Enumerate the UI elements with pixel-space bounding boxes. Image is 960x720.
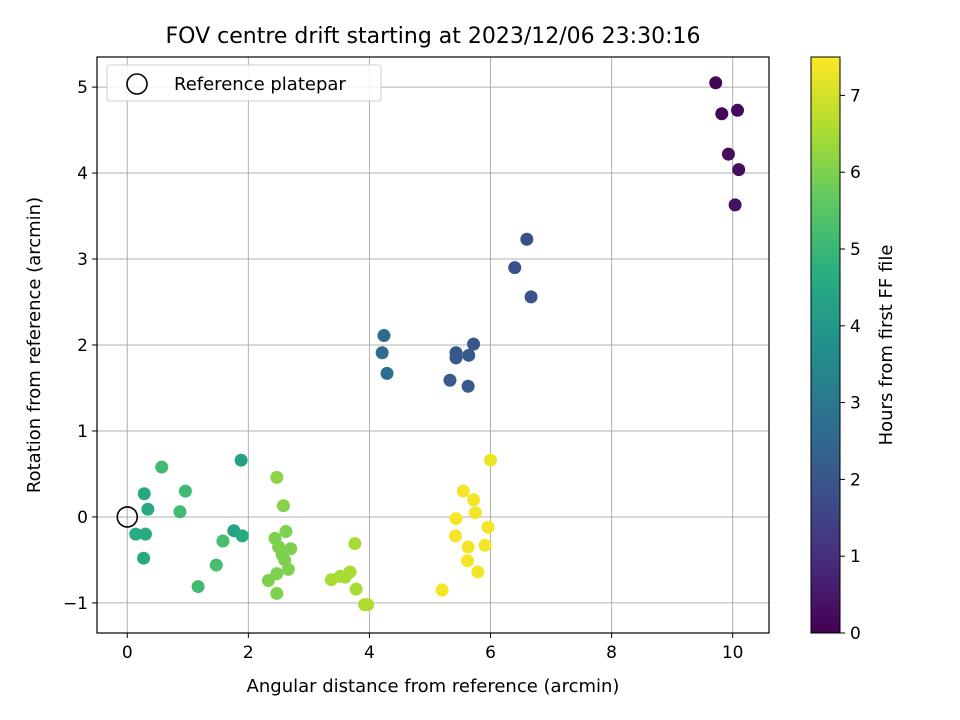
data-point xyxy=(270,586,284,600)
data-point xyxy=(524,290,538,304)
data-point xyxy=(279,525,293,539)
data-point xyxy=(137,551,151,565)
data-point xyxy=(235,529,249,543)
data-point xyxy=(270,470,284,484)
data-point xyxy=(191,580,205,594)
data-point xyxy=(478,538,492,552)
data-point xyxy=(276,499,290,513)
colorbar-tick-label: 3 xyxy=(850,394,861,414)
data-point xyxy=(178,484,192,498)
data-point xyxy=(461,379,475,393)
colorbar-ticks: 0 1 2 3 4 5 6 7 xyxy=(840,86,861,644)
y-tick-label: −1 xyxy=(63,594,88,614)
grid xyxy=(97,57,769,633)
data-point xyxy=(375,346,389,360)
colorbar-tick-label: 2 xyxy=(850,470,861,490)
data-point xyxy=(484,453,498,467)
data-point xyxy=(481,520,495,534)
data-point xyxy=(155,460,169,474)
data-point xyxy=(137,487,151,501)
data-point xyxy=(348,537,362,551)
colorbar-tick-label: 6 xyxy=(850,163,861,183)
colorbar-tick-label: 4 xyxy=(850,317,861,337)
data-point xyxy=(234,453,248,467)
data-point xyxy=(209,558,223,572)
x-axis-ticks: 0 2 4 6 8 10 xyxy=(122,633,744,663)
colorbar-tick-label: 0 xyxy=(850,624,861,644)
data-point xyxy=(361,598,375,612)
chart-title: FOV centre drift starting at 2023/12/06 … xyxy=(166,24,701,49)
x-tick-label: 0 xyxy=(122,643,133,663)
data-point xyxy=(435,583,449,597)
x-tick-label: 6 xyxy=(485,643,496,663)
data-point xyxy=(449,351,463,365)
data-point xyxy=(471,565,485,579)
data-point xyxy=(349,582,363,596)
data-point xyxy=(380,366,394,380)
data-point xyxy=(728,198,742,212)
colorbar-tick-label: 1 xyxy=(850,547,861,567)
x-tick-label: 4 xyxy=(364,643,375,663)
data-point xyxy=(467,337,481,351)
legend-label: Reference platepar xyxy=(174,74,346,95)
data-point xyxy=(715,107,729,121)
data-point xyxy=(141,502,155,516)
data-point xyxy=(261,574,275,588)
data-points xyxy=(116,76,746,612)
data-point xyxy=(129,527,143,541)
y-tick-label: 3 xyxy=(77,250,88,270)
x-tick-label: 8 xyxy=(606,643,617,663)
y-tick-label: 5 xyxy=(77,78,88,98)
y-tick-label: 2 xyxy=(77,336,88,356)
colorbar-tick-label: 7 xyxy=(850,86,861,106)
colorbar-tick-label: 5 xyxy=(850,240,861,260)
data-point xyxy=(173,505,187,519)
reference-platepar-marker xyxy=(116,506,139,528)
data-point xyxy=(731,103,745,117)
data-point xyxy=(520,232,534,246)
x-tick-label: 10 xyxy=(722,643,744,663)
y-axis-label: Rotation from reference (arcmin) xyxy=(24,197,45,493)
data-point xyxy=(461,540,475,554)
legend-reference-marker xyxy=(126,73,148,95)
data-point xyxy=(709,76,723,90)
x-tick-label: 2 xyxy=(243,643,254,663)
data-point xyxy=(721,147,735,161)
data-point xyxy=(449,512,463,526)
data-point xyxy=(443,373,457,387)
colorbar-label: Hours from first FF file xyxy=(876,245,897,446)
colorbar: 0 1 2 3 4 5 6 7 Hours from first FF file xyxy=(810,56,897,644)
data-point xyxy=(462,348,476,362)
data-point xyxy=(468,506,482,520)
y-axis-ticks: −1 0 1 2 3 4 5 xyxy=(63,78,97,614)
legend-box xyxy=(106,64,382,102)
data-point xyxy=(216,534,230,548)
data-point xyxy=(456,484,470,498)
data-point xyxy=(138,527,152,541)
y-tick-label: 0 xyxy=(77,508,88,528)
data-point xyxy=(467,493,481,507)
colorbar-gradient xyxy=(810,56,841,634)
x-axis-label: Angular distance from reference (arcmin) xyxy=(247,676,620,697)
legend: Reference platepar xyxy=(106,64,382,102)
y-tick-label: 4 xyxy=(77,164,88,184)
data-point xyxy=(377,329,391,343)
data-point xyxy=(281,562,295,576)
data-point xyxy=(343,565,357,579)
data-point xyxy=(448,529,462,543)
data-point xyxy=(461,554,475,568)
data-point xyxy=(508,261,522,275)
data-point xyxy=(732,163,746,177)
y-tick-label: 1 xyxy=(77,422,88,442)
